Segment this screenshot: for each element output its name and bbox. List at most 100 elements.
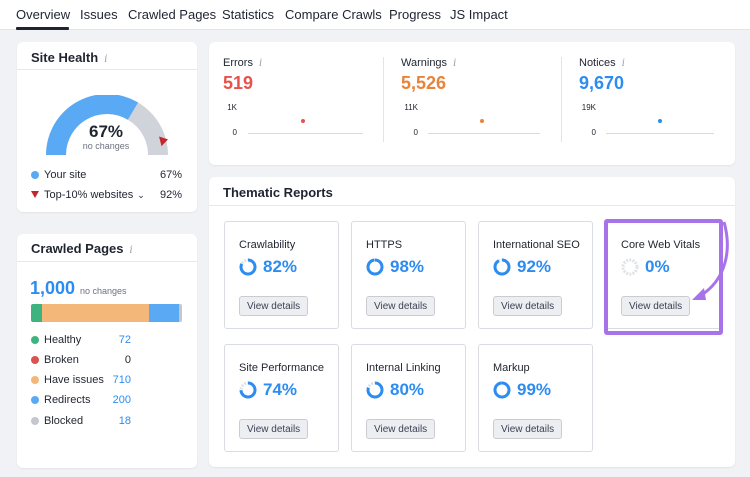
crawled-row-broken: Broken — [31, 354, 131, 366]
active-tab-indicator — [16, 27, 69, 30]
progress-ring-icon — [366, 381, 384, 399]
top-websites-value: 92% — [159, 189, 182, 201]
thematic-report-card[interactable]: HTTPS 98% View details — [351, 221, 466, 329]
report-score[interactable]: 74% — [239, 380, 297, 400]
report-score-value: 0% — [645, 257, 670, 276]
redirects-dot-icon — [31, 396, 39, 404]
site-health-subtitle: no changes — [82, 141, 130, 151]
site-health-divider — [17, 69, 197, 70]
notices-data-point — [658, 119, 662, 123]
redirects-value[interactable]: 200 — [112, 394, 131, 406]
report-score[interactable]: 98% — [366, 257, 424, 277]
crawled-row-blocked: Blocked — [31, 415, 131, 427]
warnings-value[interactable]: 5,526 — [401, 73, 447, 93]
report-score[interactable]: 92% — [493, 257, 551, 277]
crawled-row-redirects: Redirects — [31, 394, 131, 406]
view-details-button[interactable]: View details — [366, 296, 436, 316]
thematic-report-card[interactable]: Site Performance 74% View details — [224, 344, 339, 452]
errors-data-point — [301, 119, 305, 123]
report-score[interactable]: 99% — [493, 380, 551, 400]
crawled-pages-total[interactable]: 1,000 — [30, 278, 76, 298]
errors-value[interactable]: 519 — [223, 73, 254, 93]
site-health-card — [17, 42, 197, 212]
notices-sparkline-baseline — [606, 133, 714, 134]
view-details-button[interactable]: View details — [493, 296, 563, 316]
report-name: Internal Linking — [366, 362, 441, 374]
report-name: Markup — [493, 362, 530, 374]
crawled-pages-card — [17, 234, 197, 468]
crawled-pages-title: Crawled Pages i — [31, 241, 133, 256]
have-issues-dot-icon — [31, 376, 39, 384]
report-score[interactable]: 0% — [621, 257, 670, 277]
info-icon[interactable]: i — [104, 54, 108, 65]
broken-dot-icon — [31, 356, 39, 364]
tab-issues[interactable]: Issues — [80, 7, 118, 22]
errors-sparkline-baseline — [248, 133, 363, 134]
thematic-report-card[interactable]: International SEO 92% View details — [478, 221, 593, 329]
chevron-down-icon[interactable]: ⌄ — [137, 190, 145, 200]
notices-axis-top: 19K — [581, 103, 596, 112]
report-score-value: 92% — [517, 257, 552, 276]
bar-segment-blocked — [179, 304, 182, 322]
thematic-report-card[interactable]: Markup 99% View details — [478, 344, 593, 452]
metric-divider — [383, 57, 384, 142]
gauge-fill — [46, 95, 139, 156]
tab-js-impact[interactable]: JS Impact — [450, 7, 508, 22]
report-score-value: 74% — [263, 380, 298, 399]
notices-value[interactable]: 9,670 — [579, 73, 625, 93]
site-health-title: Site Health i — [31, 50, 107, 65]
tab-overview[interactable]: Overview — [16, 7, 71, 22]
errors-axis-zero: 0 — [232, 128, 237, 137]
bar-segment-have-issues — [41, 304, 150, 322]
tab-statistics[interactable]: Statistics — [222, 7, 275, 22]
report-name: Site Performance — [239, 362, 324, 374]
report-score[interactable]: 80% — [366, 380, 424, 400]
have-issues-value[interactable]: 710 — [112, 374, 131, 386]
progress-ring-icon — [239, 258, 257, 276]
report-score-value: 80% — [390, 380, 425, 399]
top-tab-bar: Overview Issues Crawled Pages Statistics… — [0, 0, 750, 30]
crawled-pages-title-text: Crawled Pages — [31, 241, 124, 256]
view-details-button[interactable]: View details — [621, 296, 691, 316]
thematic-report-card[interactable]: Crawlability 82% View details — [224, 221, 339, 329]
warnings-axis-zero: 0 — [413, 128, 418, 137]
view-details-button[interactable]: View details — [493, 419, 563, 439]
info-icon[interactable]: i — [621, 58, 625, 69]
errors-label-text: Errors — [223, 57, 253, 69]
curved-arrow-icon — [692, 221, 729, 300]
top-websites-row[interactable]: Top-10% websites ⌄ 92% — [31, 189, 182, 201]
info-icon[interactable]: i — [129, 245, 133, 256]
report-score-value: 82% — [263, 257, 298, 276]
report-name: International SEO — [493, 239, 580, 251]
crawled-pages-subtitle: no changes — [80, 286, 127, 296]
tab-progress[interactable]: Progress — [389, 7, 442, 22]
blocked-label: Blocked — [44, 415, 84, 427]
info-icon[interactable]: i — [453, 58, 457, 69]
notices-label-text: Notices — [579, 57, 616, 69]
progress-ring-icon — [621, 258, 639, 276]
progress-ring-icon — [493, 258, 511, 276]
info-icon[interactable]: i — [258, 58, 263, 69]
healthy-value[interactable]: 72 — [118, 334, 131, 346]
site-health-gauge — [46, 95, 169, 156]
your-site-label: Your site — [44, 169, 87, 181]
view-details-button[interactable]: View details — [239, 419, 309, 439]
report-score-value: 98% — [390, 257, 425, 276]
thematic-report-card[interactable]: Core Web Vitals 0% View details — [606, 221, 721, 329]
top-websites-label: Top-10% websites — [44, 189, 134, 201]
view-details-button[interactable]: View details — [366, 419, 436, 439]
top-websites-marker — [159, 136, 169, 147]
healthy-dot-icon — [31, 336, 39, 344]
warnings-sparkline-baseline — [428, 133, 540, 134]
report-score[interactable]: 82% — [239, 257, 297, 277]
triangle-down-icon — [31, 191, 39, 198]
have-issues-label: Have issues — [44, 374, 104, 386]
tab-crawled-pages[interactable]: Crawled Pages — [128, 7, 217, 22]
tab-compare-crawls[interactable]: Compare Crawls — [285, 7, 382, 22]
view-details-button[interactable]: View details — [239, 296, 309, 316]
bar-segment-redirects — [149, 304, 180, 322]
broken-value: 0 — [124, 354, 131, 366]
warnings-axis-top: 11K — [404, 103, 418, 112]
thematic-report-card[interactable]: Internal Linking 80% View details — [351, 344, 466, 452]
blocked-value[interactable]: 18 — [118, 415, 131, 427]
